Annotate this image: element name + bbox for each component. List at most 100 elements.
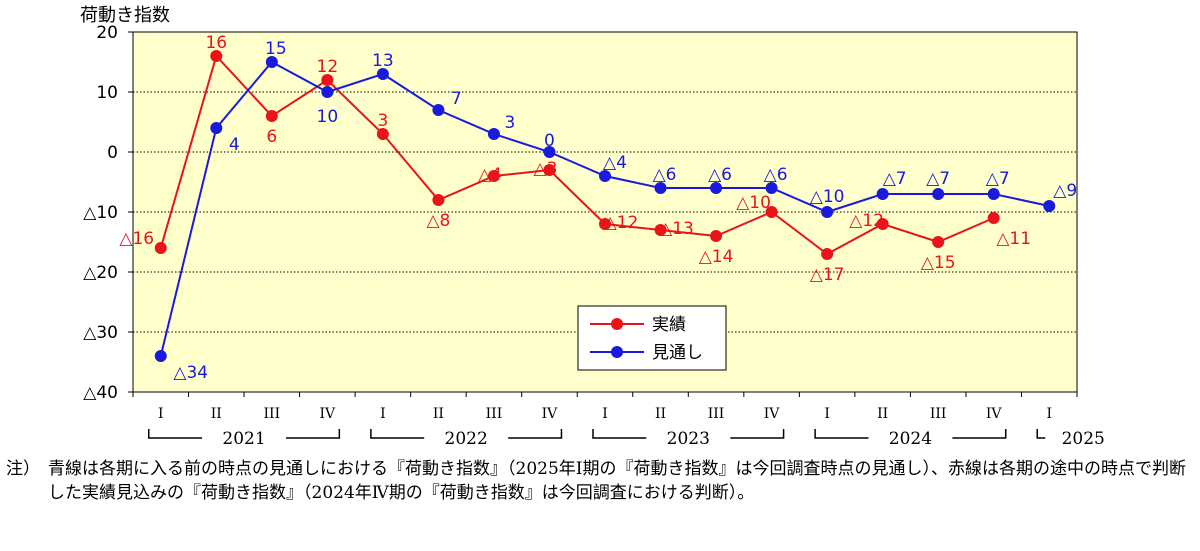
data-label: 3 (505, 113, 516, 133)
year-bracket-right (286, 429, 341, 439)
footnote-text: 青線は各期に入る前の時点の見通しにおける『荷動き指数』（2025年Ⅰ期の『荷動き… (48, 459, 1186, 503)
year-label: 2025 (1062, 429, 1105, 449)
x-tick-label: III (708, 406, 725, 422)
data-point (376, 68, 389, 80)
data-point (321, 74, 334, 86)
data-point (654, 182, 667, 194)
data-label: 3 (377, 111, 388, 131)
data-point (821, 206, 834, 218)
data-point (765, 182, 778, 194)
data-label: 13 (372, 51, 394, 71)
data-label: △4 (603, 153, 627, 173)
legend-marker (611, 346, 623, 358)
y-tick-label: △40 (83, 383, 118, 403)
data-point (876, 218, 889, 230)
x-tick-label: II (433, 406, 444, 422)
data-label: △12 (604, 213, 639, 233)
data-label: △6 (653, 165, 677, 185)
data-point (876, 188, 889, 200)
data-point (654, 224, 667, 236)
x-tick-label: III (930, 406, 947, 422)
data-label: △3 (534, 159, 558, 179)
data-label: △7 (986, 169, 1010, 189)
data-label: 10 (317, 107, 339, 127)
data-label: △6 (764, 165, 788, 185)
data-point (710, 230, 723, 242)
data-point (932, 236, 945, 248)
data-label: △7 (926, 169, 950, 189)
data-point (487, 128, 500, 140)
legend-label: 実績 (652, 315, 686, 335)
data-label: △34 (173, 363, 208, 383)
x-tick-label: II (655, 406, 666, 422)
data-point (765, 206, 778, 218)
y-tick-label: △20 (83, 263, 118, 283)
data-point (432, 104, 445, 116)
data-label: △4 (478, 165, 502, 185)
y-axis-title: 荷動き指数 (80, 5, 170, 26)
y-tick-label: △30 (83, 323, 118, 343)
x-tick-label: IV (320, 406, 337, 422)
data-point (1043, 200, 1056, 212)
data-point (154, 350, 167, 362)
footnote: 注） 青線は各期に入る前の時点の見通しにおける『荷動き指数』（2025年Ⅰ期の『… (6, 457, 1194, 505)
data-label: 15 (265, 39, 287, 59)
y-tick-label: 20 (96, 23, 118, 43)
data-label: △15 (921, 253, 956, 273)
data-label: △14 (699, 247, 734, 267)
data-label: △10 (736, 193, 771, 213)
data-label: △8 (426, 211, 450, 231)
data-label: 12 (317, 57, 339, 77)
year-bracket-left (814, 429, 869, 439)
year-bracket-right (508, 429, 563, 439)
data-label: △9 (1053, 181, 1077, 201)
x-tick-label: I (824, 406, 830, 422)
x-tick-label: IV (764, 406, 781, 422)
year-label: 2021 (222, 429, 265, 449)
data-label: 6 (266, 127, 277, 147)
data-point (987, 212, 1000, 224)
data-label: 7 (451, 89, 462, 109)
data-label: △11 (996, 229, 1031, 249)
data-point (543, 146, 556, 158)
data-point (265, 56, 278, 68)
legend-label: 見通し (652, 343, 703, 363)
data-point (932, 188, 945, 200)
data-point (210, 50, 223, 62)
x-tick-label: II (211, 406, 222, 422)
data-label: 0 (544, 131, 555, 151)
year-label: 2023 (667, 429, 710, 449)
y-tick-label: △10 (83, 203, 118, 223)
y-tick-label: 10 (96, 83, 118, 103)
series-line-jisseki (159, 54, 995, 256)
x-tick-label: I (602, 406, 608, 422)
legend-box (577, 305, 727, 371)
data-point (265, 110, 278, 122)
data-label: 4 (229, 135, 240, 155)
data-point (376, 128, 389, 140)
year-label: 2022 (445, 429, 488, 449)
year-bracket-left (148, 429, 203, 439)
data-label: △17 (810, 265, 845, 285)
year-bracket-right (730, 429, 785, 439)
data-label: △7 (883, 169, 907, 189)
data-label: △13 (659, 219, 694, 239)
year-bracket-left (370, 429, 425, 439)
data-point (599, 218, 611, 230)
x-tick-label: III (486, 406, 503, 422)
data-point (710, 182, 723, 194)
data-point (321, 86, 334, 98)
data-point (210, 122, 223, 134)
year-bracket-left (592, 429, 647, 439)
y-tick-label: 0 (107, 143, 118, 163)
x-tick-label: II (877, 406, 888, 422)
year-bracket-left (1036, 429, 1046, 439)
data-point (599, 170, 611, 182)
x-tick-label: I (1046, 406, 1052, 422)
x-tick-label: IV (542, 406, 559, 422)
year-bracket-right (952, 429, 1007, 439)
data-label: △6 (708, 165, 732, 185)
data-point (432, 194, 445, 206)
data-label: 16 (205, 33, 227, 53)
